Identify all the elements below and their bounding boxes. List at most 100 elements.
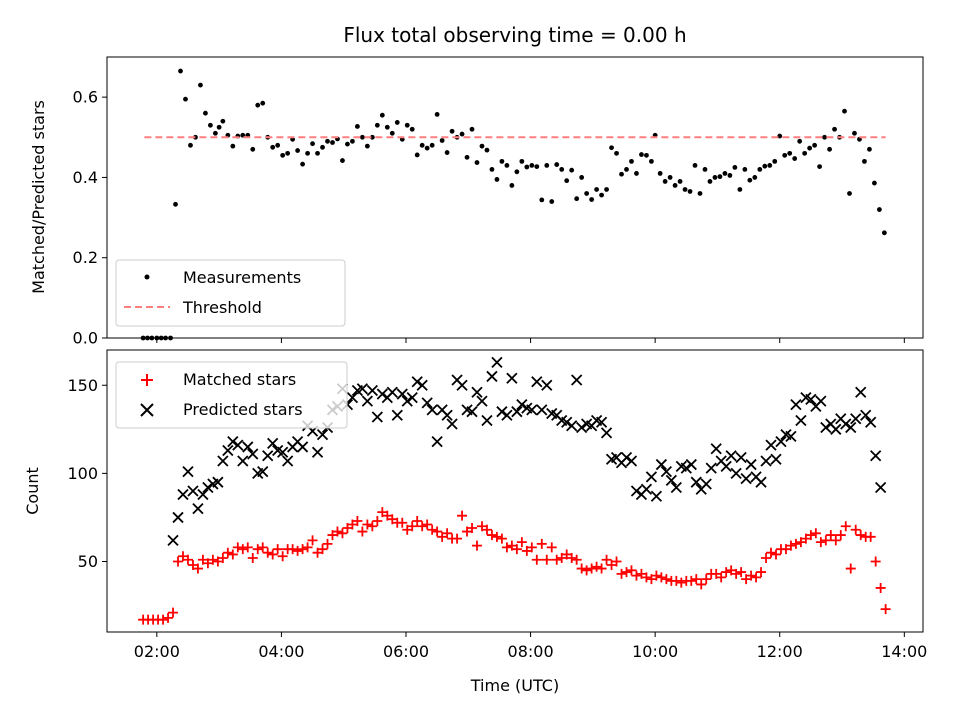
predicted-star-point [202, 481, 214, 494]
measurement-point [559, 167, 565, 172]
predicted-star-point [466, 406, 478, 418]
matched-star-point [257, 542, 268, 553]
matched-star-point [875, 582, 886, 593]
matched-star-point [596, 563, 607, 574]
measurement-point [827, 146, 832, 152]
matched-star-point [551, 554, 562, 565]
matched-star-point [880, 604, 891, 615]
matched-star-point [616, 568, 627, 579]
matched-star-point [247, 552, 258, 563]
matched-star-point [192, 563, 203, 574]
predicted-star-point [496, 406, 508, 418]
predicted-star-point [745, 458, 757, 471]
predicted-star-point [805, 393, 817, 405]
measurement-point [212, 130, 218, 136]
measurement-point [419, 142, 425, 148]
measurement-point [767, 162, 773, 168]
panel-bottom-ylabel: Count [23, 467, 42, 515]
matched-star-point [207, 554, 218, 565]
measurement-point [544, 162, 550, 168]
measurement-point [657, 171, 663, 176]
matched-star-point [362, 519, 373, 530]
measurement-point [145, 335, 150, 341]
matched-star-point [651, 570, 662, 581]
legend-predicted-label: Predicted stars [183, 400, 303, 419]
predicted-star-point [620, 451, 633, 464]
predicted-star-point [227, 436, 239, 448]
predicted-star-point [710, 443, 722, 455]
predicted-star-point [416, 379, 428, 391]
predicted-star-point [311, 446, 324, 458]
matched-star-point [526, 542, 537, 553]
predicted-star-point [282, 455, 294, 467]
predicted-star-point [391, 409, 403, 421]
matched-star-point [472, 540, 483, 551]
measurement-point [489, 167, 495, 172]
measurement-point [285, 150, 291, 156]
measurement-point [787, 150, 793, 156]
measurement-point [459, 131, 465, 137]
measurement-point [639, 152, 644, 157]
matched-star-point [701, 574, 712, 585]
measurement-point [732, 164, 738, 170]
matched-star-point [337, 528, 348, 539]
predicted-star-point [471, 386, 483, 398]
measurement-point [424, 145, 430, 151]
predicted-star-point [511, 406, 523, 418]
matched-star-point [232, 542, 243, 553]
matched-star-point [805, 530, 816, 541]
measurement-point [564, 178, 570, 184]
predicted-star-point [820, 421, 832, 434]
measurement-point [881, 230, 887, 236]
predicted-star-point [770, 453, 782, 465]
measurement-point [275, 142, 281, 148]
matched-star-point [287, 544, 298, 555]
predicted-star-point [845, 421, 857, 434]
legend-predicted-marker [140, 403, 154, 417]
predicted-star-point [870, 450, 882, 462]
panel-top: Matched/Predicted stars 0.0 0.2 0.4 0.6 Mea… [29, 56, 924, 348]
ytick-label: 0.0 [73, 329, 98, 348]
measurement-point [589, 197, 595, 202]
measurement-point [355, 124, 360, 129]
measurement-point [677, 179, 683, 184]
measurement-point [624, 167, 629, 172]
ytick-label: 50 [78, 552, 98, 571]
matched-star-point [516, 537, 527, 548]
measurement-point [394, 120, 400, 125]
measurement-point [872, 180, 877, 186]
predicted-star-point [237, 455, 249, 467]
measurement-point [374, 122, 380, 128]
matched-star-point [317, 544, 328, 555]
predicted-star-point [366, 384, 378, 397]
matched-star-point [262, 547, 273, 558]
measurement-point [479, 143, 485, 149]
panel-bottom: Count Time (UTC) 50 100 150 02:00 04:00 06:00… [23, 349, 927, 695]
predicted-star-point [491, 356, 503, 368]
measurement-point [752, 175, 758, 180]
panel-top-ticks: 0.0 0.2 0.4 0.6 [73, 88, 905, 348]
predicted-star-point [431, 436, 443, 448]
measurement-point [216, 124, 222, 130]
xtick-label: 12:00 [757, 642, 803, 661]
matched-star-point [761, 552, 772, 563]
measurement-point [163, 335, 168, 341]
predicted-star-point [371, 411, 383, 423]
measurement-point [364, 143, 370, 149]
matched-star-point [656, 572, 667, 583]
predicted-star-point [785, 430, 797, 442]
panel-bottom-ticks: 50 100 150 02:00 04:00 06:00 08:00 10:00 12:00 14… [67, 376, 927, 661]
measurement-point [280, 152, 286, 158]
measurement-point [220, 118, 226, 124]
matched-star-point [272, 544, 283, 555]
measurement-point [188, 142, 193, 148]
predicted-star-point [476, 395, 488, 407]
predicted-star-point [850, 413, 862, 425]
matched-star-point [731, 568, 742, 579]
measurement-point [802, 150, 808, 156]
measurement-point [444, 150, 450, 155]
measurement-point [484, 147, 490, 153]
matched-star-point [511, 544, 522, 555]
matched-star-point [486, 530, 497, 541]
predicted-star-point [640, 483, 653, 495]
